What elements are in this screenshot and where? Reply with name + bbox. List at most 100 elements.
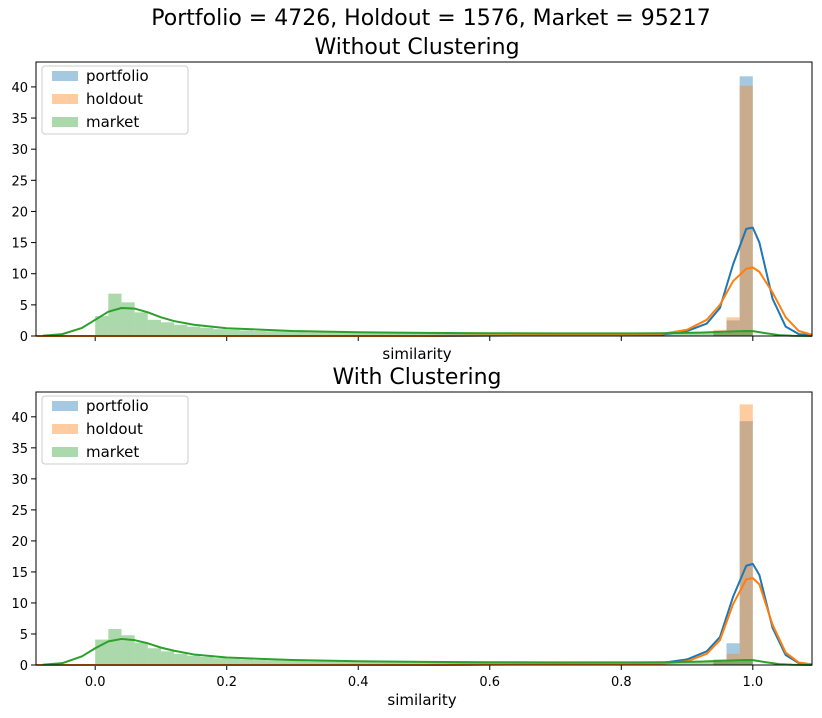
legend-swatch-market — [52, 117, 78, 127]
legend: portfolio holdout market — [41, 65, 189, 135]
histogram-bar-market — [700, 332, 714, 336]
histogram-bar-market — [134, 312, 148, 336]
histogram-bar-market — [305, 332, 319, 336]
histogram-bar-market — [713, 661, 727, 665]
histogram-bar-market — [226, 658, 240, 665]
histogram-bar-market — [463, 662, 477, 665]
histogram-bar-market — [345, 661, 359, 665]
y-tick-label: 25 — [11, 174, 28, 189]
histogram-bar-market — [450, 333, 464, 336]
plot-frame — [35, 61, 813, 337]
histogram-bar-market — [147, 319, 161, 336]
legend-label-holdout: holdout — [86, 420, 143, 438]
histogram-bar-market — [397, 332, 411, 336]
histogram-bar-market — [463, 333, 477, 336]
histogram-bar-holdout — [739, 404, 753, 665]
histogram-bar-market — [331, 661, 346, 665]
histogram-bar-market — [266, 331, 280, 336]
legend-swatch-holdout — [52, 94, 78, 104]
y-tick-label: 0 — [20, 330, 28, 345]
histogram-bar-market — [121, 302, 135, 336]
legend-swatch-market — [52, 447, 78, 457]
histogram-bar-market — [213, 329, 227, 336]
histogram-bar-portfolio — [739, 421, 753, 665]
histogram-bar-portfolio — [713, 331, 727, 336]
histogram-bar-market — [358, 332, 372, 336]
plot-frame — [35, 391, 813, 666]
legend-label-market: market — [86, 113, 139, 131]
histogram-bar-holdout — [713, 329, 727, 336]
histogram-bar-market — [95, 316, 109, 336]
histogram-bar-market — [108, 629, 122, 665]
legend-label-holdout: holdout — [86, 90, 143, 108]
figure-suptitle: Portfolio = 4726, Holdout = 1576, Market… — [151, 6, 710, 31]
legend-swatch-portfolio — [52, 401, 78, 411]
legend-swatch-portfolio — [52, 71, 78, 81]
y-tick-label: 5 — [20, 628, 28, 643]
histogram-bar-holdout — [739, 85, 753, 336]
histogram-bar-market — [200, 327, 214, 336]
histogram-bar-market — [410, 332, 424, 336]
y-tick-label: 15 — [11, 566, 28, 581]
legend-label-portfolio: portfolio — [86, 67, 149, 85]
histogram-bar-market — [358, 661, 372, 665]
x-tick-label: 0.0 — [85, 675, 106, 690]
histogram-bar-market — [318, 332, 332, 336]
histogram-bar-market — [253, 660, 267, 665]
x-axis-label: similarity — [382, 345, 451, 363]
histogram-bar-market — [305, 661, 319, 665]
histogram-bar-market — [187, 655, 201, 665]
histogram-bar-market — [384, 332, 398, 336]
histogram-bar-market — [437, 333, 451, 336]
histogram-bar-market — [450, 662, 464, 665]
y-tick-label: 35 — [11, 442, 28, 457]
histogram-bar-market — [226, 329, 240, 336]
kde-line-market — [42, 637, 813, 666]
histogram-bar-market — [345, 332, 359, 336]
subplot-with-clustering: With Clustering 0 5 10 15 20 25 30 35 40 0.0 0.2 0.… — [11, 365, 813, 709]
y-tick-label: 20 — [11, 205, 28, 220]
histogram-bar-market — [673, 662, 688, 665]
x-axis-label: similarity — [387, 691, 456, 709]
histogram-bar-market — [424, 662, 438, 665]
histogram-bar-holdout — [713, 661, 727, 665]
legend: portfolio holdout market — [41, 395, 189, 465]
histogram-bar-market — [134, 642, 148, 665]
histogram-bar-market — [174, 653, 188, 665]
x-tick-label: 0.2 — [216, 675, 237, 690]
histogram-bar-market — [160, 322, 175, 336]
histogram-bar-market — [213, 658, 227, 665]
histogram-bar-market — [397, 661, 411, 665]
histogram-bar-market — [174, 324, 188, 336]
histogram-bar-market — [384, 661, 398, 665]
histogram-bar-market — [200, 656, 214, 665]
histogram-bar-market — [121, 635, 135, 665]
histogram-bar-market — [253, 331, 267, 336]
histogram-bar-market — [331, 332, 346, 336]
y-tick-label: 0 — [20, 659, 28, 674]
histogram-bar-market — [147, 648, 161, 665]
y-tick-label: 40 — [11, 81, 28, 96]
histogram-bar-market — [318, 661, 332, 665]
y-tick-label: 20 — [11, 535, 28, 550]
y-tick-label: 30 — [11, 143, 28, 158]
histogram-bar-market — [410, 661, 424, 665]
legend-box — [41, 65, 189, 135]
histogram-bar-market — [687, 662, 701, 665]
y-tick-label: 30 — [11, 473, 28, 488]
histogram-bar-market — [371, 332, 385, 336]
histogram-bar-market — [673, 333, 688, 336]
legend-swatch-holdout — [52, 424, 78, 434]
kde-line-holdout — [36, 577, 813, 666]
histogram-bar-market — [279, 660, 293, 665]
histogram-bar-holdout — [726, 653, 740, 665]
histogram-bar-market — [292, 331, 306, 336]
histogram-bar-market — [700, 661, 714, 665]
histogram-bar-market — [739, 331, 753, 336]
legend-label-portfolio: portfolio — [86, 397, 149, 415]
legend-label-market: market — [86, 443, 139, 461]
histogram-bar-market — [266, 660, 280, 665]
histogram-bar-market — [239, 659, 254, 665]
histogram-bar-market — [371, 661, 385, 665]
y-tick-label: 15 — [11, 237, 28, 252]
